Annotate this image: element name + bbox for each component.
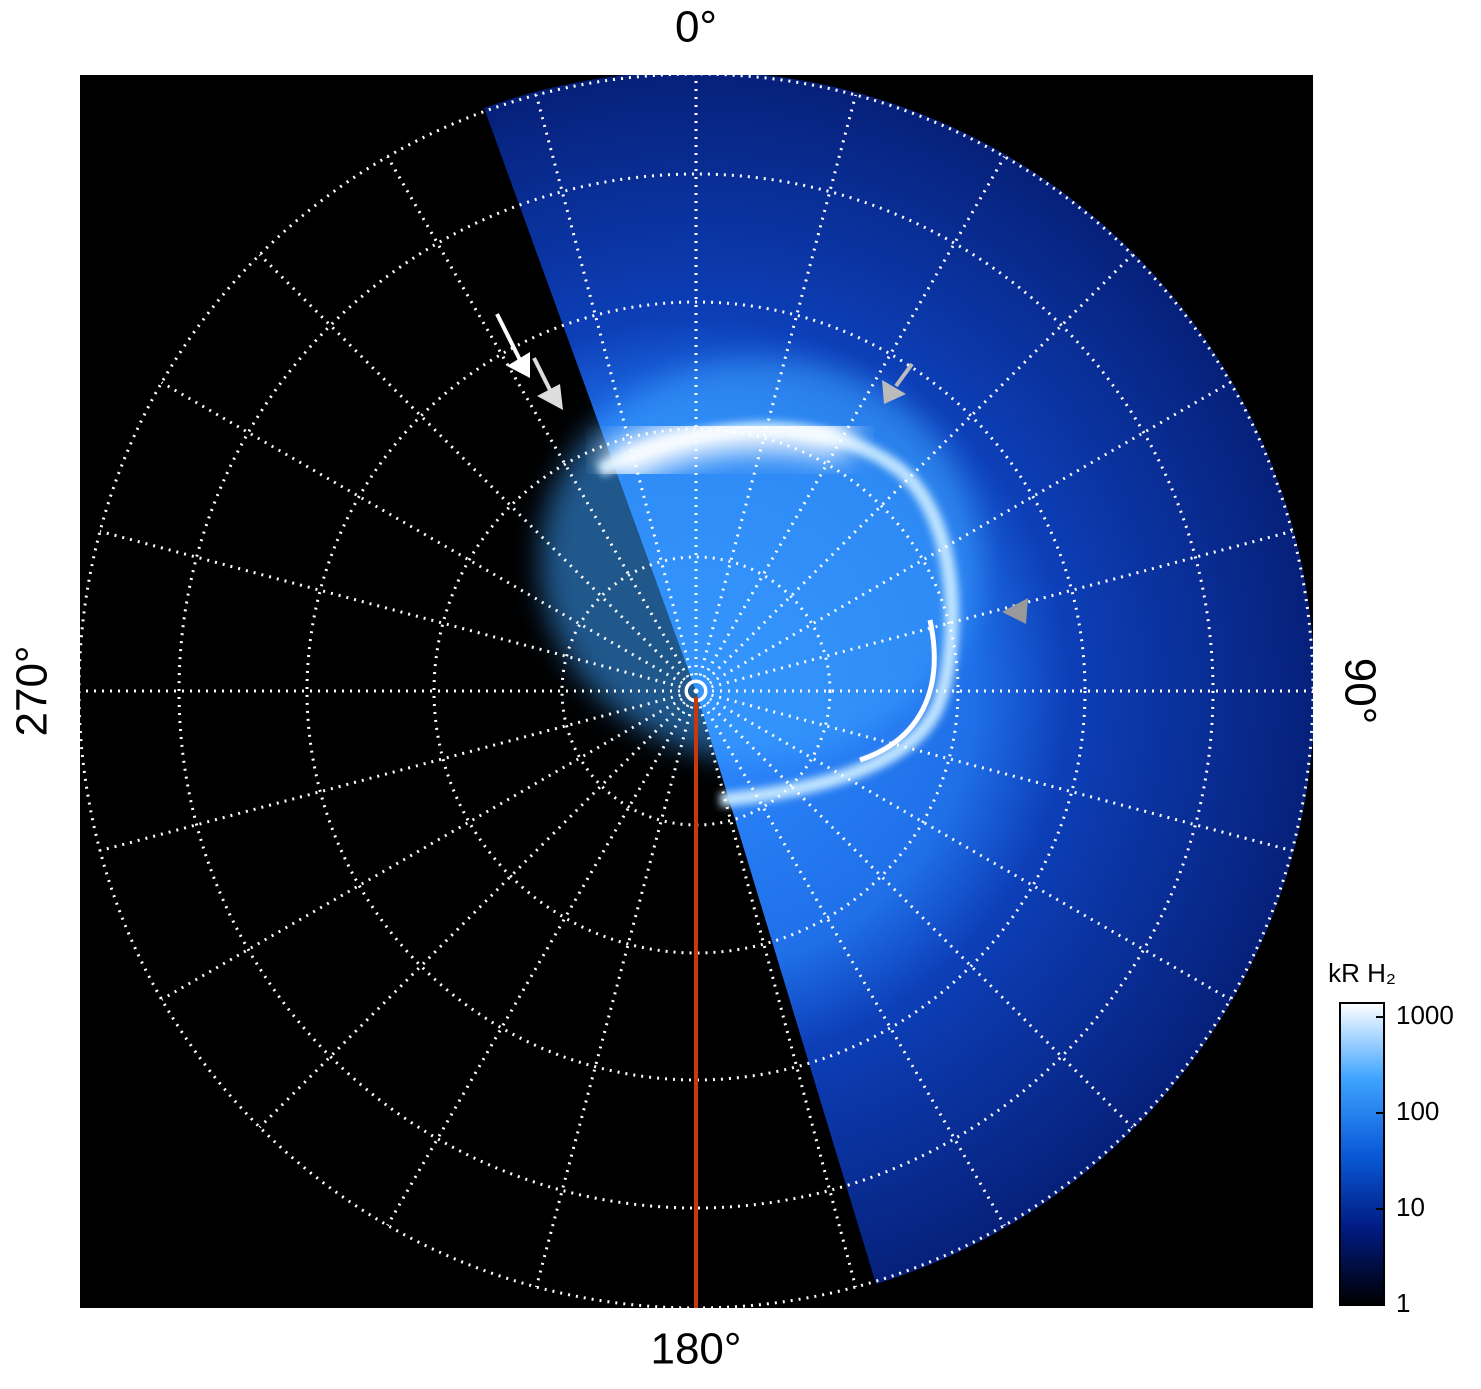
colorbar-tick-label: 10 — [1396, 1192, 1425, 1222]
colorbar — [1339, 1002, 1385, 1306]
colorbar-tick-label: 1 — [1396, 1288, 1410, 1318]
bright-arc — [600, 410, 855, 488]
colorbar-title: kR H₂ — [1328, 958, 1396, 988]
angle-label: 270° — [8, 645, 57, 736]
colorbar-tick-label: 1000 — [1396, 1000, 1454, 1030]
angle-label: 180° — [650, 1325, 741, 1374]
arrows — [495, 313, 1028, 624]
colorbar-tick-label: 100 — [1396, 1096, 1439, 1126]
angle-label: 0° — [675, 3, 717, 52]
angle-label: 90° — [1335, 658, 1384, 725]
aurora-image — [484, 75, 1313, 1284]
oval-bright — [859, 619, 937, 763]
